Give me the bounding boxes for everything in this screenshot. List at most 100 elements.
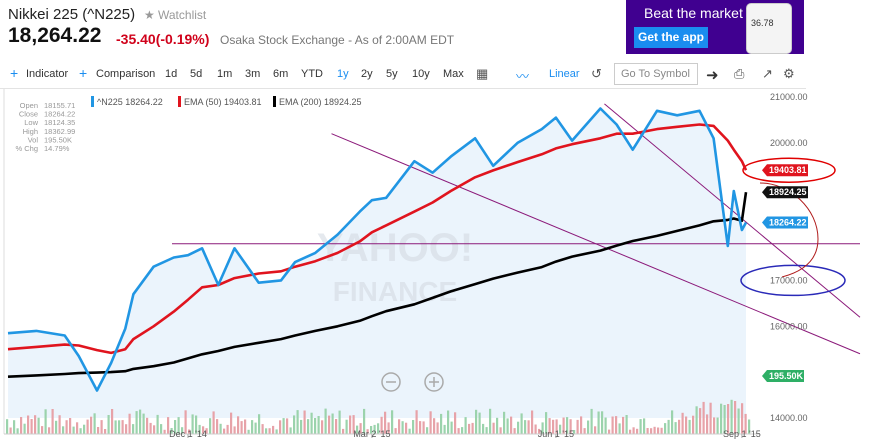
volume-bar	[433, 418, 436, 434]
volume-bar	[545, 412, 548, 434]
x-tick-label: Sep 1 '15	[723, 429, 761, 439]
volume-bar	[426, 427, 429, 434]
volume-bar	[160, 424, 163, 434]
volume-bar	[737, 408, 740, 434]
volume-bar	[744, 413, 747, 434]
x-tick-label: Mar 2 '15	[353, 429, 390, 439]
volume-bar	[209, 418, 212, 434]
plus-icon[interactable]: +	[10, 65, 19, 81]
volume-bar	[223, 428, 226, 434]
volume-bar	[692, 415, 695, 434]
volume-bar	[191, 414, 194, 434]
volume-bar	[44, 409, 47, 434]
volume-bar	[555, 419, 558, 434]
volume-bar	[695, 406, 698, 434]
volume-bar	[524, 420, 527, 434]
plus-icon[interactable]: +	[79, 65, 88, 81]
volume-bar	[97, 427, 100, 434]
zoom-out-icon[interactable]	[381, 372, 401, 392]
volume-bar	[699, 408, 702, 434]
volume-bar	[447, 410, 450, 434]
ema200-value-tag-bg	[762, 186, 808, 199]
volume-bar	[674, 422, 677, 434]
volume-bar	[244, 419, 247, 434]
volume-bar	[653, 426, 656, 434]
popout-icon[interactable]: ↗	[762, 66, 773, 81]
volume-bar	[118, 420, 121, 434]
volume-bar	[667, 419, 670, 434]
range-ytd[interactable]: YTD	[301, 68, 323, 80]
volume-bar	[174, 420, 177, 434]
range-6m[interactable]: 6m	[273, 68, 289, 80]
zoom-in-icon[interactable]	[424, 372, 444, 392]
volume-bar	[370, 426, 373, 434]
price-area-fill	[8, 108, 746, 418]
volume-bar	[615, 416, 618, 434]
volume-bar	[422, 421, 425, 434]
gear-icon[interactable]: ⚙	[783, 66, 795, 81]
stat-value: 18362.99	[44, 127, 75, 136]
price-chart[interactable]: YAHOO! FINANCE 21000.00 20000.00 17000.00 1…	[0, 89, 869, 443]
volume-bar	[534, 424, 537, 434]
star-icon[interactable]: ★	[144, 8, 155, 22]
volume-bar	[58, 415, 61, 434]
range-5y[interactable]: 5y	[386, 68, 398, 80]
volume-bar	[513, 428, 516, 434]
comparison-button[interactable]: Comparison	[96, 68, 156, 80]
reset-icon[interactable]: ↺	[591, 66, 602, 81]
exchange-info: Osaka Stock Exchange - As of 2:00AM EDT	[220, 33, 455, 47]
volume-bar	[240, 421, 243, 434]
volume-bar	[153, 425, 156, 434]
volume-bar	[230, 412, 233, 434]
red-ellipse	[742, 157, 836, 183]
range-3m[interactable]: 3m	[245, 68, 261, 80]
volume-bar	[727, 404, 730, 434]
volume-bar	[293, 415, 296, 434]
volume-bar	[709, 402, 712, 434]
range-1m[interactable]: 1m	[217, 68, 233, 80]
ema50-value-tag: 19403.81	[769, 165, 807, 175]
legend-ema200: EMA (200) 18924.25	[279, 97, 362, 107]
volume-bar	[345, 419, 348, 434]
symbol-input[interactable]: Go To Symbol	[614, 63, 698, 85]
range-2y[interactable]: 2y	[361, 68, 373, 80]
volume-bar	[310, 412, 313, 434]
volume-bar	[492, 422, 495, 434]
range-1d[interactable]: 1d	[165, 68, 178, 80]
volume-bar	[135, 411, 138, 434]
volume-bar	[436, 422, 439, 434]
arrow-right-icon[interactable]: ➜	[706, 67, 719, 84]
scale-linear[interactable]: Linear	[549, 68, 580, 80]
chart-type-icon[interactable]: 〰	[516, 69, 530, 84]
volume-bar	[170, 428, 173, 434]
volume-bar	[401, 421, 404, 434]
volume-bar	[62, 426, 65, 434]
volume-bar	[639, 419, 642, 434]
volume-bar	[90, 416, 93, 434]
range-max[interactable]: Max	[443, 68, 464, 80]
range-10y[interactable]: 10y	[412, 68, 430, 80]
range-5d[interactable]: 5d	[190, 68, 203, 80]
volume-bar	[314, 418, 317, 434]
volume-bar	[247, 429, 250, 434]
volume-bar	[121, 420, 124, 434]
volume-bar	[373, 424, 376, 434]
volume-bar	[132, 424, 135, 434]
volume-bar	[79, 428, 82, 434]
volume-bar	[723, 405, 726, 434]
y-tick-label: 17000.00	[770, 275, 808, 285]
volume-bar	[198, 424, 201, 434]
volume-bar	[100, 420, 103, 434]
ema50-value-tag-bg	[762, 164, 808, 177]
watchlist-link[interactable]: Watchlist	[158, 8, 207, 22]
get-app-button[interactable]: Get the app	[634, 27, 708, 48]
range-1y[interactable]: 1y	[337, 68, 349, 80]
phone-value: 36.78	[751, 18, 774, 28]
volume-bar	[335, 419, 338, 434]
print-icon[interactable]: ⎙	[734, 66, 745, 81]
volume-bar	[104, 429, 107, 434]
indicator-button[interactable]: Indicator	[26, 68, 69, 80]
volume-bar	[352, 415, 355, 434]
volume-bar	[167, 417, 170, 434]
calendar-icon[interactable]: ▦	[476, 66, 489, 81]
